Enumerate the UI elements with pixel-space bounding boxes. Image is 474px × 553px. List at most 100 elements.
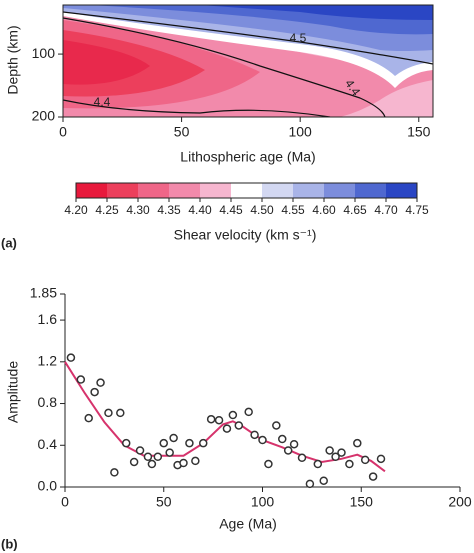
data-point	[159, 438, 168, 448]
data-point	[206, 414, 216, 424]
data-point	[135, 446, 145, 455]
x-tick-label: 200	[448, 494, 472, 510]
data-point	[222, 424, 232, 433]
colorbar-tick-label: 4.40	[188, 203, 212, 217]
colorbar-frame	[75, 182, 418, 199]
field-blue-4	[200, 5, 433, 20]
data-point	[353, 438, 362, 448]
y-tick-label: 0.0	[38, 478, 58, 494]
colorbar-tick-label: 4.50	[250, 203, 274, 217]
x-tick-label: 150	[407, 124, 431, 140]
plot-frame	[62, 4, 434, 118]
data-point	[244, 407, 253, 417]
colorbar-tick-label: 4.55	[281, 203, 305, 217]
x-tick-label: 100	[251, 494, 275, 510]
colorbar-label: Shear velocity (km s⁻¹)	[174, 227, 317, 243]
data-point	[110, 468, 119, 477]
y-axis-label: Amplitude	[5, 361, 21, 423]
colorbar-bin	[355, 183, 386, 198]
data-point	[129, 457, 139, 467]
y-tick-label: 0.8	[38, 394, 58, 410]
y-tick-label: 1.85	[30, 285, 57, 301]
data-point	[376, 454, 386, 464]
data-point	[250, 430, 259, 440]
x-tick-label: 0	[59, 124, 67, 140]
colorbar-bin	[386, 183, 417, 198]
y-tick-label: 1.6	[38, 311, 58, 327]
data-point	[258, 435, 267, 445]
data-point	[76, 375, 86, 384]
data-point	[289, 439, 299, 449]
x-tick-label: 50	[174, 124, 190, 140]
data-point	[116, 408, 125, 418]
data-point	[191, 456, 200, 466]
colorbar-bin	[169, 183, 200, 198]
colorbar-tick-label: 4.75	[405, 203, 429, 217]
data-point	[319, 476, 328, 485]
data-point	[104, 408, 113, 418]
colorbar-bin	[200, 183, 231, 198]
data-point	[228, 410, 238, 420]
colorbar-tick-label: 4.60	[312, 203, 336, 217]
y-tick-label: 100	[32, 45, 56, 61]
x-tick-label: 50	[156, 494, 172, 510]
colorbar-bin	[107, 183, 138, 198]
data-point	[368, 472, 378, 481]
colorbar-tick-label: 4.70	[374, 203, 398, 217]
data-point	[185, 438, 194, 448]
x-axis-label: Age (Ma)	[219, 516, 277, 532]
data-point	[345, 459, 354, 469]
data-point	[305, 479, 315, 489]
data-point	[143, 452, 153, 461]
data-point	[337, 448, 346, 457]
data-point	[96, 378, 105, 387]
contour-label: 4.4	[94, 95, 111, 109]
colorbar-bin	[324, 183, 355, 198]
y-tick-label: 0.4	[38, 436, 58, 452]
x-tick-label: 0	[61, 494, 69, 510]
data-point	[297, 453, 307, 463]
data-point	[90, 387, 99, 397]
contour-line	[63, 99, 331, 117]
data-point	[153, 452, 163, 461]
colorbar-tick-label: 4.45	[219, 203, 243, 217]
data-point	[147, 459, 157, 469]
x-axis-label: Lithospheric age (Ma)	[180, 149, 315, 165]
data-point	[84, 413, 93, 423]
colorbar-tick-label: 4.35	[157, 203, 181, 217]
colorbar-tick-label: 4.65	[343, 203, 367, 217]
data-point	[165, 448, 174, 457]
field-red-3	[63, 40, 150, 85]
data-point	[121, 438, 131, 448]
y-tick-label: 200	[32, 108, 56, 124]
contour-line	[63, 17, 386, 117]
data-point	[214, 415, 224, 425]
data-point	[283, 446, 293, 455]
data-point	[66, 353, 76, 362]
y-axis-label: Depth (km)	[5, 25, 21, 94]
colorbar-bin	[262, 183, 293, 198]
x-tick-label: 100	[288, 124, 312, 140]
panel-label: (a)	[1, 235, 17, 250]
y-tick-label: 1.2	[38, 353, 58, 369]
data-point	[179, 458, 188, 468]
data-point	[331, 452, 340, 461]
contour-label: 4.5	[290, 31, 307, 45]
data-point	[278, 434, 287, 444]
data-point	[360, 455, 370, 465]
colorbar-bin	[231, 183, 262, 198]
colorbar-tick-label: 4.30	[126, 203, 150, 217]
x-tick-label: 150	[350, 494, 374, 510]
data-point	[234, 421, 244, 430]
colorbar-tick-label: 4.20	[64, 203, 88, 217]
data-point	[169, 433, 178, 443]
data-point	[272, 421, 281, 430]
data-point	[199, 438, 208, 448]
panel-label: (b)	[1, 536, 18, 551]
colorbar-bin	[138, 183, 169, 198]
data-point	[325, 446, 334, 455]
colorbar-bin	[293, 183, 324, 198]
colorbar-tick-label: 4.25	[95, 203, 119, 217]
data-point	[264, 459, 273, 469]
